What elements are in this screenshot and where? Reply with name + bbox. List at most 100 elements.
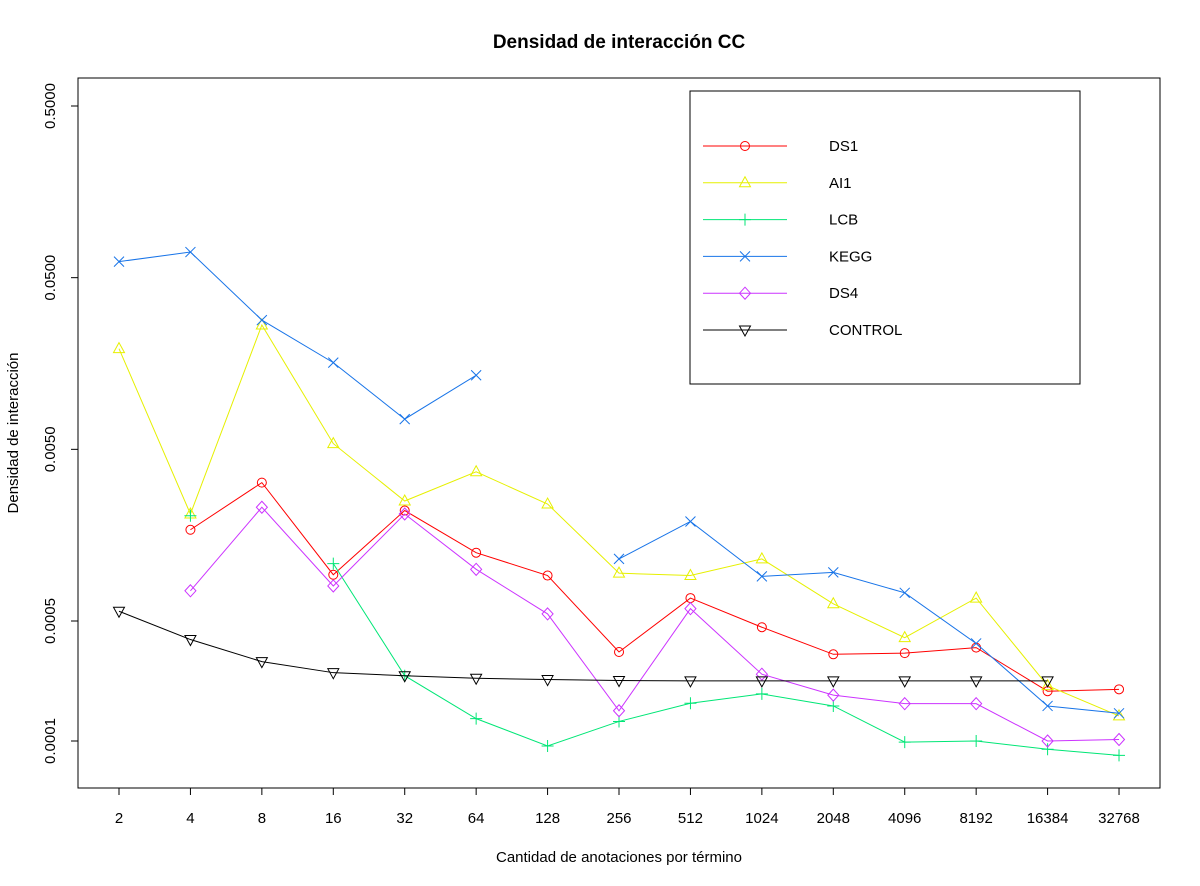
legend-marker-kegg — [739, 251, 751, 262]
data-point-lcb — [970, 735, 983, 747]
data-point-lcb — [827, 699, 840, 712]
legend-item-control: CONTROL — [703, 322, 902, 339]
x-tick-label: 4 — [186, 810, 194, 827]
legend-marker-ds1 — [740, 141, 750, 151]
legend-item-ai1: AI1 — [703, 175, 852, 192]
legend-label-kegg: KEGG — [829, 248, 872, 265]
series-line-kegg — [118, 251, 477, 420]
legend-item-ds1: DS1 — [703, 138, 858, 155]
data-point-kegg — [1113, 707, 1125, 719]
data-point-control — [969, 676, 983, 688]
x-tick-label: 128 — [535, 810, 560, 827]
data-point-ds1 — [471, 547, 482, 558]
data-point-ds4 — [1112, 732, 1126, 747]
data-point-lcb — [684, 697, 697, 710]
data-point-ai1 — [826, 596, 840, 609]
data-point-lcb — [327, 557, 340, 570]
data-point-ds4 — [684, 601, 697, 616]
data-point-kegg — [470, 369, 482, 381]
data-point-ds1 — [256, 477, 267, 488]
data-point-control — [326, 668, 340, 680]
x-tick-label: 2048 — [817, 810, 850, 827]
legend-marker-ai1 — [738, 175, 752, 188]
series-line-ds4 — [190, 506, 1120, 742]
data-point-ai1 — [612, 566, 626, 578]
data-point-control — [398, 671, 412, 683]
legend-marker-lcb — [739, 213, 751, 226]
y-tick-label: 0.0001 — [42, 718, 59, 764]
legend-label-ds4: DS4 — [829, 285, 858, 302]
data-point-lcb — [470, 712, 483, 725]
data-point-control — [826, 676, 840, 688]
data-point-ds4 — [969, 696, 983, 711]
x-tick-label: 32768 — [1098, 810, 1140, 827]
data-point-ds1 — [899, 648, 910, 659]
series-kegg — [113, 246, 1125, 719]
data-point-ds4 — [255, 500, 269, 514]
legend-label-lcb: LCB — [829, 212, 858, 229]
series-line-kegg — [618, 520, 1120, 714]
legend-item-lcb: LCB — [703, 212, 858, 229]
y-tick-label: 0.5000 — [42, 83, 59, 129]
x-tick-label: 256 — [606, 810, 631, 827]
data-point-ai1 — [1112, 708, 1126, 721]
data-point-ds1 — [828, 649, 839, 660]
data-point-kegg — [685, 516, 696, 527]
x-tick-label: 1024 — [745, 810, 778, 827]
data-point-control — [112, 606, 126, 619]
data-point-kegg — [185, 246, 196, 258]
y-tick-label: 0.0050 — [42, 426, 59, 472]
data-point-kegg — [327, 357, 339, 368]
data-point-lcb — [184, 509, 197, 522]
data-point-ds4 — [898, 696, 911, 711]
data-point-lcb — [1041, 743, 1054, 756]
data-point-kegg — [399, 413, 411, 425]
data-point-ds1 — [399, 505, 410, 516]
legend-item-kegg: KEGG — [703, 248, 872, 265]
legend-label-control: CONTROL — [829, 322, 902, 339]
data-point-kegg — [113, 256, 125, 267]
series-line-control — [118, 610, 1048, 682]
data-point-control — [612, 676, 626, 688]
x-tick-label: 32 — [396, 810, 413, 827]
data-point-control — [755, 676, 769, 688]
data-point-ds4 — [469, 562, 483, 577]
data-point-ds4 — [1041, 734, 1054, 748]
data-point-control — [255, 657, 269, 669]
data-point-ds4 — [612, 704, 626, 718]
x-tick-label: 16384 — [1027, 810, 1069, 827]
y-tick-label: 0.0500 — [42, 255, 59, 301]
series-line-ai1 — [118, 323, 1120, 717]
x-tick-label: 2 — [115, 810, 123, 827]
data-point-kegg — [899, 587, 911, 599]
data-point-ai1 — [469, 464, 483, 477]
data-point-kegg — [827, 567, 839, 578]
x-axis: 2 4 8 16 32 64 128 256 512 1024 2048 4096 8192 16384 3… — [115, 788, 1140, 827]
legend-marker-ds4 — [738, 286, 752, 300]
y-tick-label: 0.0005 — [42, 598, 59, 644]
data-point-kegg — [756, 571, 768, 582]
legend-box — [689, 90, 1081, 385]
x-tick-label: 512 — [678, 810, 703, 827]
data-point-kegg — [256, 314, 268, 326]
data-point-control — [1041, 676, 1054, 688]
data-point-lcb — [755, 687, 768, 700]
series-ai1 — [112, 317, 1126, 721]
data-point-ds1 — [542, 570, 553, 581]
legend-item-ds4: DS4 — [703, 285, 858, 302]
data-point-ds4 — [327, 579, 340, 593]
data-point-ds1 — [1114, 684, 1125, 695]
series-ds1 — [185, 477, 1125, 697]
x-axis-label: Cantidad de anotaciones por término — [496, 849, 742, 866]
data-point-kegg — [1042, 700, 1053, 712]
series-ds4 — [184, 500, 1126, 748]
x-tick-label: 8 — [258, 810, 266, 827]
data-point-ai1 — [755, 551, 769, 564]
legend-label-ds1: DS1 — [829, 138, 858, 155]
data-point-kegg — [970, 638, 982, 649]
data-point-ds4 — [755, 667, 769, 681]
series-line-ds1 — [190, 481, 1120, 692]
data-point-ds4 — [398, 507, 411, 521]
data-point-lcb — [1113, 749, 1126, 762]
series-line-lcb — [332, 563, 1120, 756]
